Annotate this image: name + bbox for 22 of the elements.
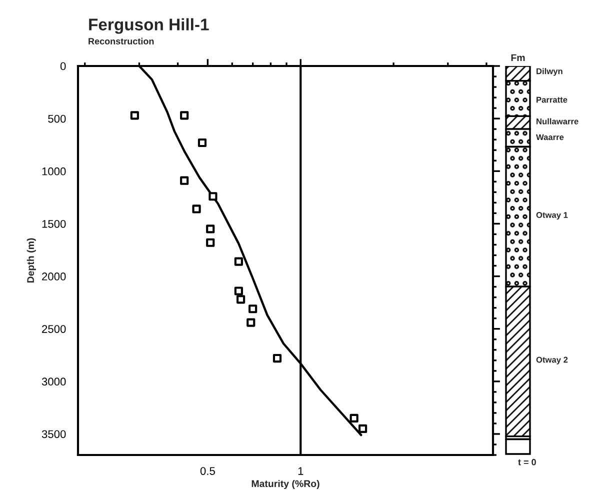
text: Dilwyn <box>536 68 562 76</box>
text: Parratte <box>536 96 568 103</box>
chart-subtitle: Reconstruction <box>88 38 154 44</box>
y-tick-label: 500 <box>48 114 66 123</box>
text: Nullawarre <box>536 118 578 124</box>
y-tick-label: 2000 <box>42 272 66 280</box>
chart-title: Ferguson Hill-1 <box>89 18 209 34</box>
y-tick-label: 1500 <box>42 220 66 228</box>
y-tick-label: 2500 <box>42 325 66 333</box>
text: Waarre <box>536 134 564 140</box>
y-tick-label: 3000 <box>42 378 66 386</box>
x-tick-label: 0.5 <box>200 467 215 475</box>
y-tick-label: 1000 <box>42 167 66 176</box>
text: Otway 2 <box>536 356 568 364</box>
text: Otway 1 <box>536 212 568 220</box>
y-tick-label: 0 <box>60 62 66 70</box>
text: t = 0 <box>518 458 536 466</box>
text: Fm <box>511 54 525 62</box>
y-tick-label: 3500 <box>42 430 66 438</box>
x-axis-title: Maturity (%Ro) <box>252 480 320 490</box>
y-axis-title: Depth (m) <box>26 238 36 283</box>
x-tick-label: 1 <box>298 467 304 475</box>
